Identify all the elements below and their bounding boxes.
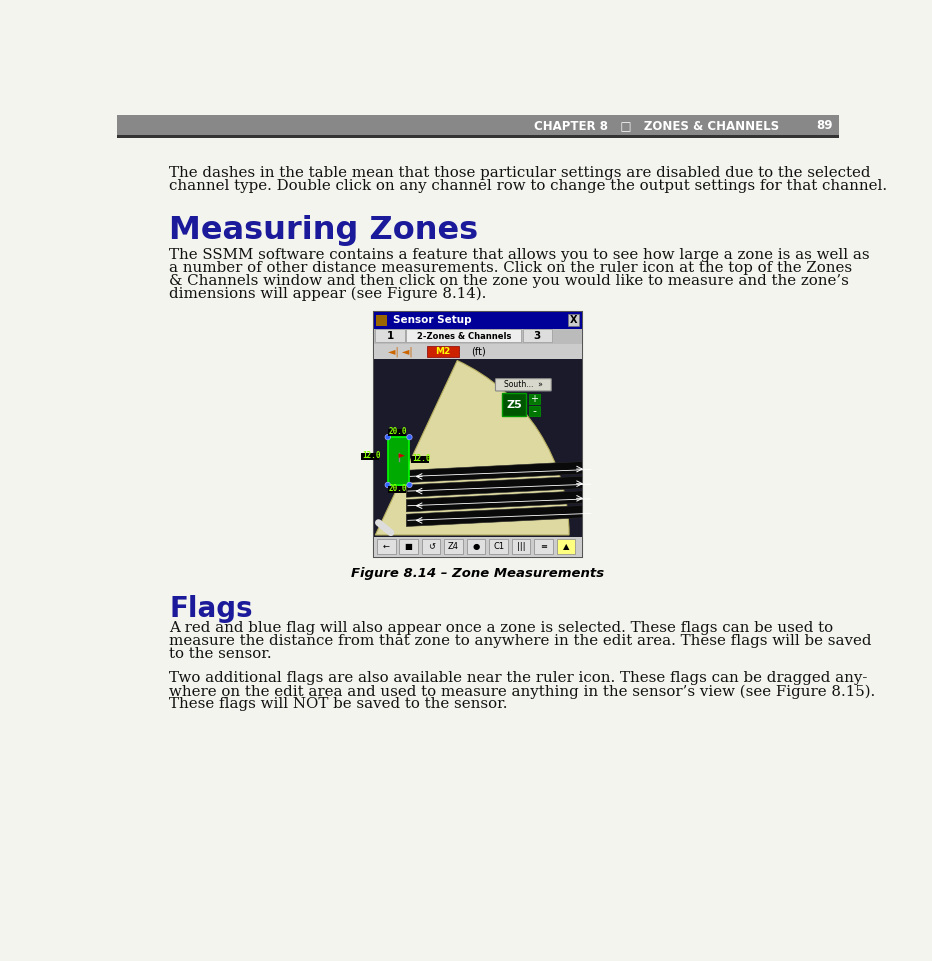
Bar [489,539,508,554]
Text: 3: 3 [534,332,541,341]
Circle shape [406,482,412,487]
Text: 2-Zones & Channels: 2-Zones & Channels [417,332,511,341]
Text: 20.0: 20.0 [389,427,407,435]
Bar [388,429,405,436]
Text: to the sensor.: to the sensor. [170,648,272,661]
Bar [374,329,582,344]
Bar [569,314,579,327]
Bar [427,346,459,357]
Bar [374,359,582,536]
Bar [376,329,404,342]
Text: X: X [570,315,578,325]
Text: ▲: ▲ [563,542,569,551]
Bar [388,437,409,485]
Polygon shape [406,476,593,497]
Text: 12.0: 12.0 [412,454,431,462]
Text: dimensions will appear (see Figure 8.14).: dimensions will appear (see Figure 8.14)… [170,287,487,302]
Text: measure the distance from that zone to anywhere in the edit area. These flags wi: measure the distance from that zone to a… [170,634,871,649]
Text: Z5: Z5 [506,400,522,409]
Text: Two additional flags are also available near the ruler icon. These flags can be : Two additional flags are also available … [170,672,868,685]
Bar [362,453,379,460]
Polygon shape [406,490,593,512]
Text: channel type. Double click on any channel row to change the output settings for : channel type. Double click on any channe… [170,180,887,193]
Text: ←: ← [383,542,390,551]
Text: A red and blue flag will also appear once a zone is selected. These flags can be: A red and blue flag will also appear onc… [170,621,833,635]
Bar [445,539,463,554]
Bar [528,394,540,404]
Text: & Channels window and then click on the zone you would like to measure and the z: & Channels window and then click on the … [170,274,849,288]
Bar [374,311,582,556]
Text: Figure 8.14 – Zone Measurements: Figure 8.14 – Zone Measurements [351,567,604,580]
Bar [534,539,553,554]
Text: (ft): (ft) [471,347,486,357]
Text: 12.0: 12.0 [363,451,380,459]
Bar [411,456,429,463]
Text: -: - [532,406,536,416]
Text: +: + [530,394,538,405]
Bar [116,136,839,137]
Wedge shape [376,360,569,535]
Text: The SSMM software contains a feature that allows you to see how large a zone is : The SSMM software contains a feature tha… [170,248,870,261]
Text: Z4: Z4 [448,542,459,551]
Text: ■: ■ [404,542,413,551]
Text: |||: ||| [516,542,526,551]
Bar [377,315,387,326]
Bar [422,539,441,554]
Bar [406,329,521,342]
Circle shape [406,434,412,440]
Bar [556,539,575,554]
Text: 89: 89 [816,119,832,132]
FancyBboxPatch shape [496,379,551,391]
Text: Sensor Setup: Sensor Setup [393,315,472,325]
Polygon shape [399,454,404,458]
Bar [374,311,582,329]
Circle shape [385,482,391,487]
Bar [400,539,418,554]
Bar [388,485,405,493]
Text: C1: C1 [493,542,504,551]
Bar [502,393,526,416]
Bar [374,344,582,359]
Bar [374,536,582,556]
Text: where on the edit area and used to measure anything in the sensor’s view (see Fi: where on the edit area and used to measu… [170,684,875,699]
Bar [116,115,839,136]
Polygon shape [406,505,593,527]
Bar [528,406,540,415]
Text: CHAPTER 8   □   ZONES & CHANNELS: CHAPTER 8 □ ZONES & CHANNELS [534,119,779,132]
Text: ≡: ≡ [540,542,547,551]
Text: These flags will NOT be saved to the sensor.: These flags will NOT be saved to the sen… [170,698,508,711]
Text: a number of other distance measurements. Click on the ruler icon at the top of t: a number of other distance measurements.… [170,260,853,275]
Text: ◄| ◄|: ◄| ◄| [388,347,412,357]
Polygon shape [406,461,593,482]
Text: 1: 1 [387,332,393,341]
Circle shape [385,434,391,440]
Text: ↺: ↺ [428,542,434,551]
Text: The dashes in the table mean that those particular settings are disabled due to : The dashes in the table mean that those … [170,166,870,180]
Text: Measuring Zones: Measuring Zones [170,215,478,246]
Text: South...  »: South... » [504,381,542,389]
Bar [377,539,395,554]
Bar [467,539,486,554]
Text: 20.0: 20.0 [389,483,407,493]
Text: M2: M2 [435,347,450,357]
Text: Flags: Flags [170,595,253,623]
Bar [512,539,530,554]
Text: ●: ● [473,542,480,551]
Bar [523,329,552,342]
